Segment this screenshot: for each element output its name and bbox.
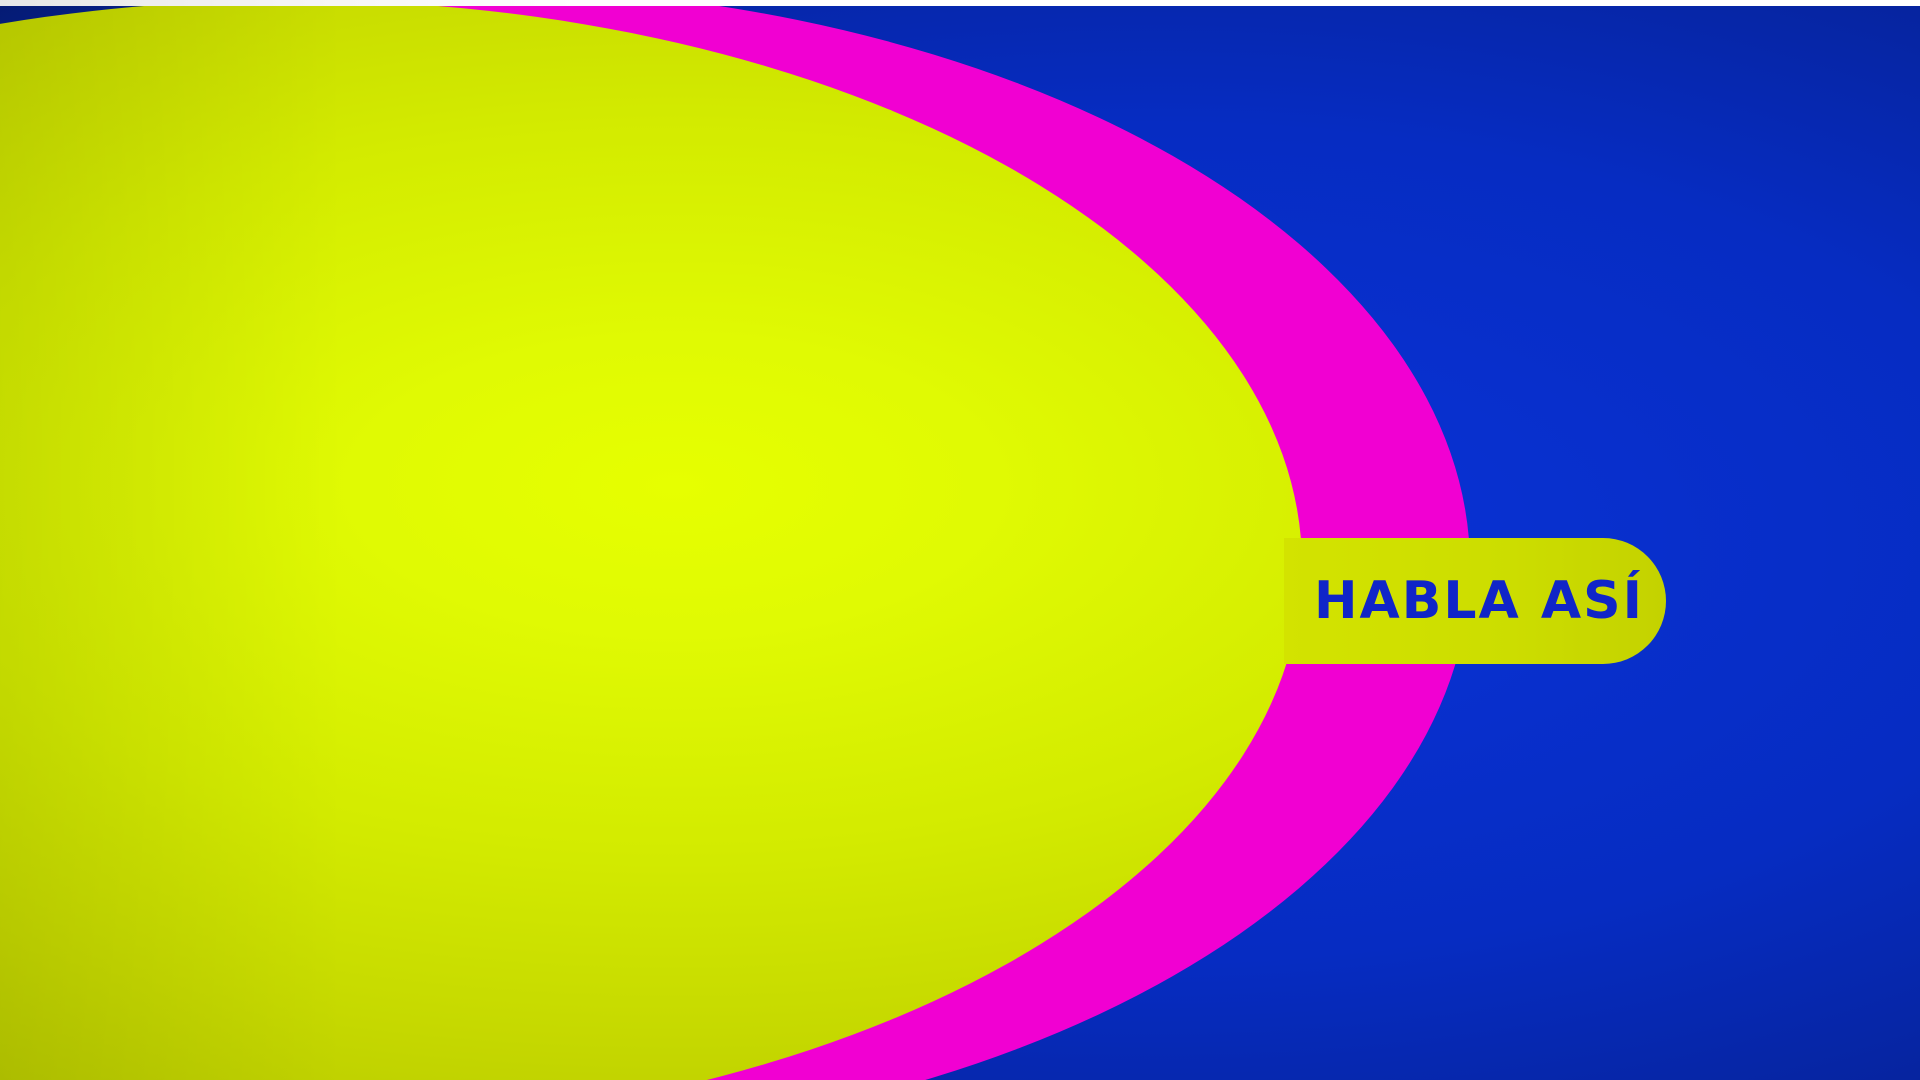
title-tag-pill: HABLA ASÍ xyxy=(1284,538,1666,664)
top-strip xyxy=(0,0,1920,6)
title-card-frame: HABLA ASÍ xyxy=(0,6,1920,1080)
title-tag-label: HABLA ASÍ xyxy=(1314,571,1644,631)
